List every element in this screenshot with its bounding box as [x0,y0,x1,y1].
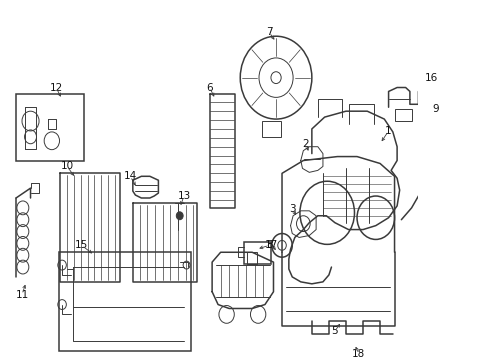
Text: 10: 10 [61,161,74,171]
Text: 16: 16 [424,73,437,83]
Circle shape [176,212,183,220]
Text: 15: 15 [75,240,88,250]
Text: 3: 3 [288,204,295,214]
Bar [262,121,281,137]
Text: 11: 11 [15,290,29,300]
Bar [246,252,257,264]
Text: 13: 13 [177,191,190,201]
Text: 1: 1 [385,126,391,136]
Text: 7: 7 [265,27,272,37]
Text: 5: 5 [331,326,338,336]
Bar [59,252,190,351]
Text: 14: 14 [123,171,137,181]
Text: 8: 8 [265,240,272,250]
Text: 17: 17 [264,240,278,250]
Bar [16,94,84,162]
Bar [243,242,270,264]
Text: 9: 9 [431,104,438,114]
Text: 6: 6 [206,82,212,93]
Text: 12: 12 [49,82,62,93]
Text: 18: 18 [351,349,365,359]
Bar [394,109,411,121]
Text: 2: 2 [302,139,308,149]
